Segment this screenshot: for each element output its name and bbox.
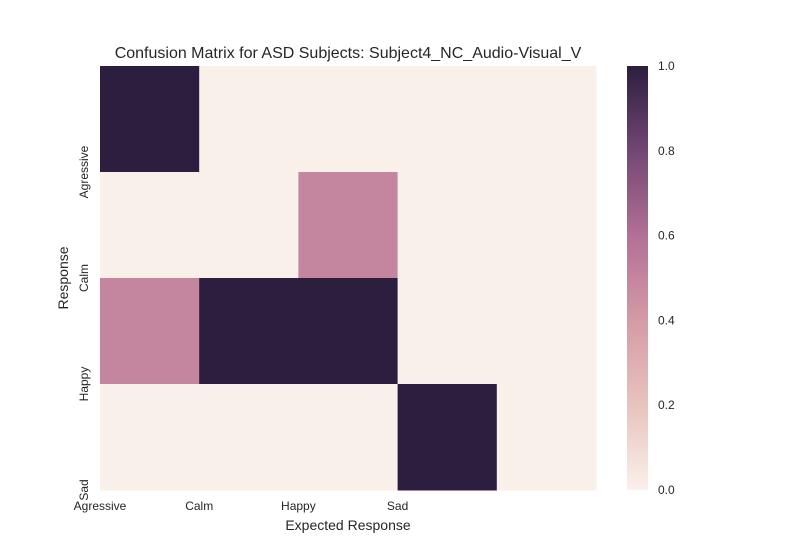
heatmap-cell xyxy=(397,172,498,279)
chart-title: Confusion Matrix for ASD Subjects: Subje… xyxy=(115,45,582,62)
x-tick-labels: Agressive Calm Happy Sad xyxy=(74,499,409,513)
y-tick-label: Calm xyxy=(77,264,91,292)
heatmap-cell xyxy=(496,278,597,385)
x-axis-label: Expected Response xyxy=(285,517,411,533)
colorbar-tick-label: 0.4 xyxy=(658,313,675,327)
colorbar-tick-labels: 0.0 0.2 0.4 0.6 0.8 1.0 xyxy=(658,59,675,497)
colorbar xyxy=(627,66,648,490)
heatmap-cell xyxy=(199,278,299,385)
heatmap-cell xyxy=(496,384,597,491)
heatmap-cell xyxy=(100,384,200,491)
heatmap-cell xyxy=(397,66,498,173)
y-tick-label: Sad xyxy=(77,479,91,500)
y-tick-labels: Agressive Calm Happy Sad xyxy=(77,145,91,500)
colorbar-tick-label: 0.8 xyxy=(658,144,675,158)
heatmap-cell xyxy=(397,384,498,491)
x-tick-label: Agressive xyxy=(74,499,127,513)
heatmap-cell xyxy=(397,278,498,385)
x-tick-label: Happy xyxy=(281,499,316,513)
colorbar-tick-label: 0.2 xyxy=(658,398,675,412)
heatmap-cell xyxy=(496,172,597,279)
y-axis-label: Response xyxy=(55,246,71,309)
heatmap-cell xyxy=(199,172,299,279)
y-tick-label: Agressive xyxy=(77,145,91,198)
heatmap-cell xyxy=(199,66,299,173)
heatmap-cell xyxy=(100,278,200,385)
heatmap-cell xyxy=(199,384,299,491)
colorbar-tick-label: 0.0 xyxy=(658,483,675,497)
heatmap-cell xyxy=(298,172,399,279)
heatmap-cell xyxy=(298,384,399,491)
heatmap-cell xyxy=(100,172,200,279)
x-tick-label: Sad xyxy=(387,499,408,513)
heatmap-cell xyxy=(100,66,200,173)
colorbar-tick-label: 0.6 xyxy=(658,229,675,243)
colorbar-tick-label: 1.0 xyxy=(658,59,675,73)
heatmap-cells xyxy=(100,66,597,491)
heatmap-cell xyxy=(298,278,399,385)
heatmap-cell xyxy=(496,66,597,173)
y-tick-label: Happy xyxy=(77,367,91,402)
x-tick-label: Calm xyxy=(185,499,213,513)
heatmap-cell xyxy=(298,66,399,173)
